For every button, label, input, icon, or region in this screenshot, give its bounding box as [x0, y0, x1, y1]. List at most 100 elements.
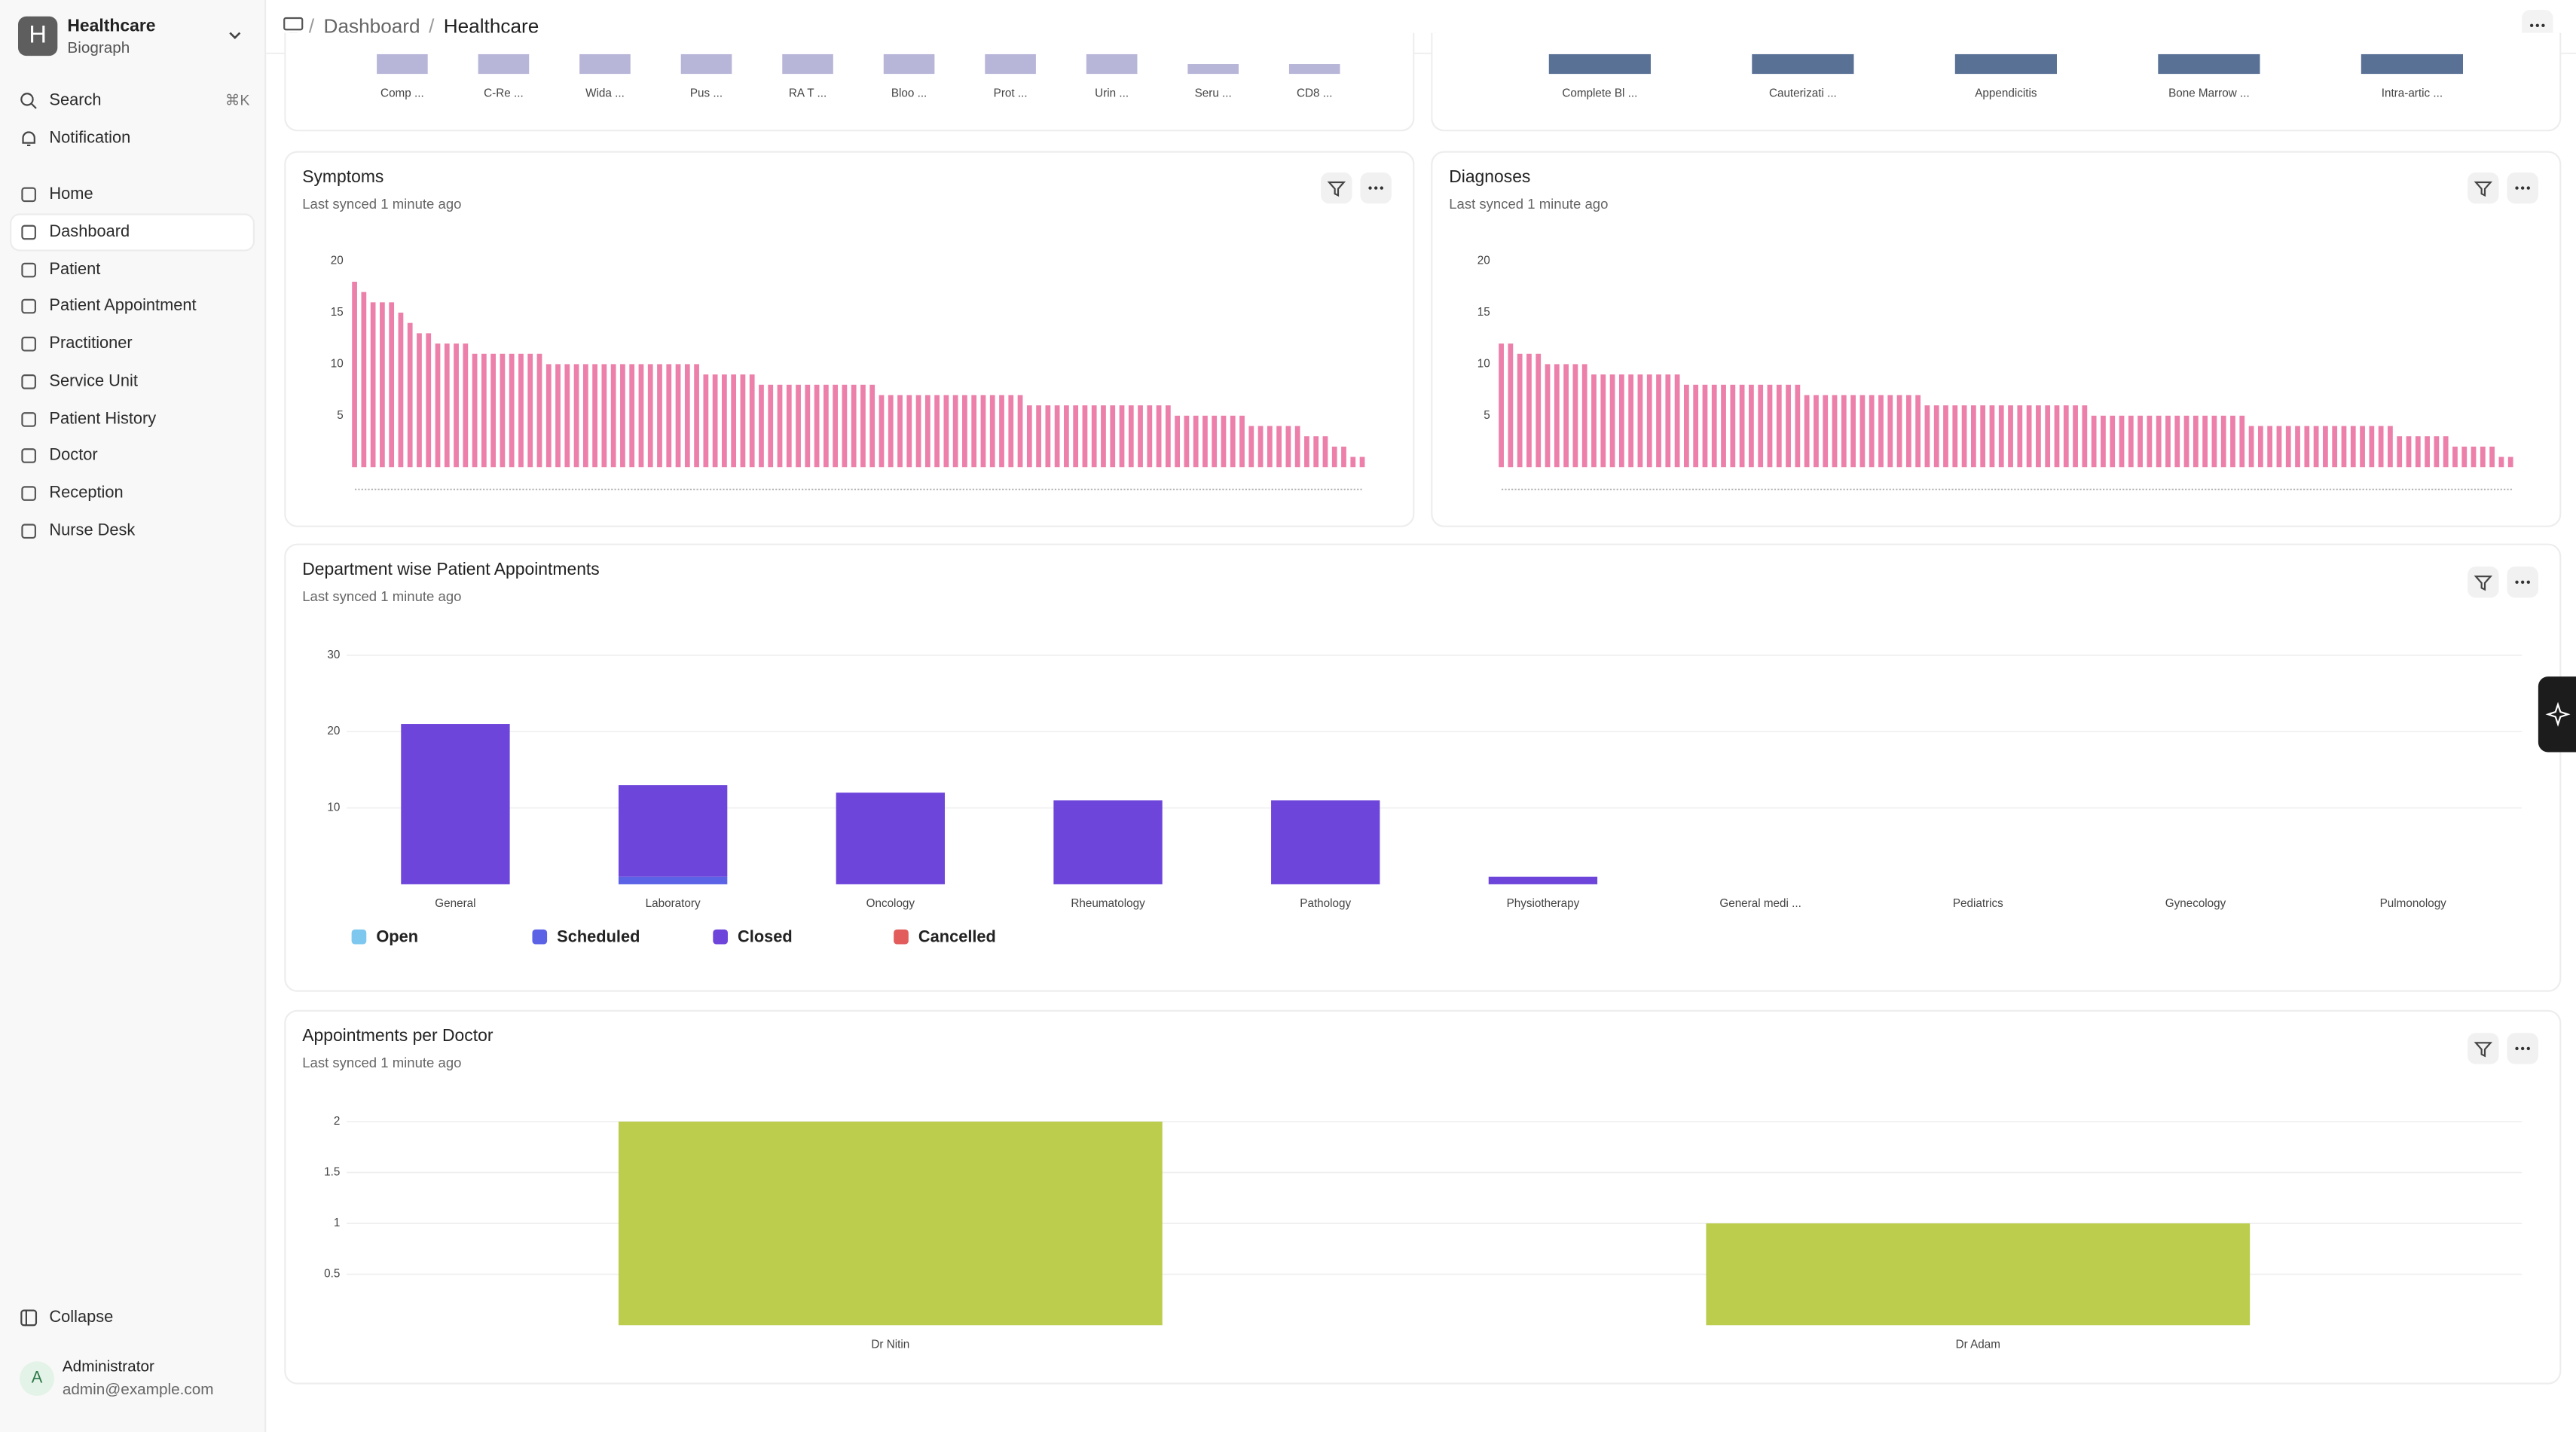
bar — [407, 322, 413, 468]
x-tick-label: RA T ... — [789, 87, 827, 99]
avatar[interactable]: A — [20, 1361, 54, 1396]
bar — [1758, 384, 1764, 468]
chevron[interactable] — [227, 29, 243, 42]
search[interactable]: Search ⌘K — [11, 84, 253, 118]
nav-label: Nurse Desk — [49, 522, 136, 541]
bar — [435, 343, 441, 468]
bar — [1767, 384, 1773, 468]
bar — [1036, 405, 1041, 468]
bar — [536, 353, 542, 468]
nav-item[interactable]: Practitioner — [11, 327, 253, 362]
bar — [1656, 374, 1661, 468]
chart-subtitle: Last synced 1 minute ago — [1449, 195, 1609, 212]
bar — [1869, 395, 1875, 468]
x-tick-label: Oncology — [866, 897, 915, 910]
bar — [2174, 415, 2180, 468]
bar — [500, 353, 506, 468]
card — [284, 32, 1415, 132]
bar-stub — [1954, 53, 2057, 75]
bar — [2461, 446, 2468, 468]
bar — [1248, 426, 1254, 468]
filter-button[interactable] — [2468, 172, 2499, 204]
bar — [463, 343, 469, 468]
bar — [712, 374, 718, 468]
bar — [610, 364, 616, 468]
bar — [1628, 374, 1634, 468]
bar — [1730, 384, 1736, 468]
more-button[interactable] — [1360, 172, 1392, 204]
bar — [703, 374, 709, 468]
bar-segment — [1053, 800, 1163, 884]
bar — [2193, 415, 2199, 468]
more-button[interactable] — [2507, 172, 2538, 204]
bar — [527, 353, 533, 468]
bar — [389, 302, 395, 468]
bar — [2480, 446, 2486, 468]
bar — [1887, 395, 1893, 468]
legend-swatch — [713, 929, 728, 945]
y-tick-label: 20 — [331, 255, 344, 267]
bar — [842, 384, 848, 468]
nav-label: Patient Appointment — [49, 297, 197, 316]
more-button[interactable] — [2507, 566, 2538, 598]
nav-item[interactable]: Nurse Desk — [11, 514, 253, 548]
nav-item[interactable]: Patient Appointment — [11, 289, 253, 324]
bar — [1706, 1223, 2251, 1326]
bar — [1119, 405, 1125, 468]
bar — [1952, 405, 1958, 468]
bar-stub — [680, 53, 732, 75]
x-tick-label: Rheumatology — [1071, 897, 1145, 910]
workspace-name[interactable]: Healthcare — [67, 16, 156, 36]
bar — [1823, 395, 1829, 468]
nav-item[interactable]: Dashboard — [11, 215, 253, 250]
x-tick-label: Bone Marrow ... — [2168, 87, 2250, 99]
bar — [426, 333, 432, 468]
bar — [1989, 405, 1995, 468]
bar — [1711, 384, 1717, 468]
more-button[interactable] — [2507, 1033, 2538, 1064]
bar — [869, 384, 875, 468]
workspace-logo[interactable]: H — [17, 16, 58, 56]
filter-button[interactable] — [1321, 172, 1352, 204]
bar — [888, 395, 894, 468]
filter-button[interactable] — [2468, 566, 2499, 598]
assistant-tab[interactable] — [2538, 676, 2576, 753]
nav-item[interactable]: Reception — [11, 476, 253, 511]
chart-title: Department wise Patient Appointments — [302, 560, 600, 580]
bar — [545, 364, 552, 468]
filter-button[interactable] — [2468, 1033, 2499, 1064]
bar-stub — [1086, 53, 1138, 75]
bar-stub — [1187, 64, 1239, 75]
bar — [1637, 374, 1643, 468]
bar — [952, 395, 958, 468]
nav-item[interactable]: Patient History — [11, 402, 253, 437]
bar — [749, 374, 755, 468]
bar — [786, 384, 792, 468]
bar — [1064, 405, 1069, 468]
nav-item[interactable]: Home — [11, 177, 253, 212]
bar — [1499, 343, 1504, 468]
search-label: Search — [49, 92, 102, 111]
bar — [481, 353, 487, 468]
collapse[interactable]: Collapse — [11, 1301, 253, 1336]
bar — [906, 395, 912, 468]
x-tick-label: Urin ... — [1095, 87, 1129, 99]
bar-stub — [782, 53, 833, 75]
bar — [971, 395, 977, 468]
bar — [1008, 395, 1014, 468]
bar — [601, 364, 607, 468]
nav-item[interactable]: Service Unit — [11, 365, 253, 399]
y-tick-label: 5 — [1484, 409, 1490, 422]
bar — [2036, 405, 2041, 468]
nav-item[interactable]: Patient — [11, 253, 253, 288]
bar — [1915, 395, 1921, 468]
bar-segment — [1488, 876, 1598, 884]
bar — [2341, 426, 2347, 468]
nav-item[interactable]: Doctor — [11, 438, 253, 473]
bar — [999, 395, 1004, 468]
bar — [1526, 353, 1532, 468]
notification[interactable]: Notification — [11, 121, 253, 156]
bar — [1980, 405, 1986, 468]
bar — [361, 292, 367, 468]
